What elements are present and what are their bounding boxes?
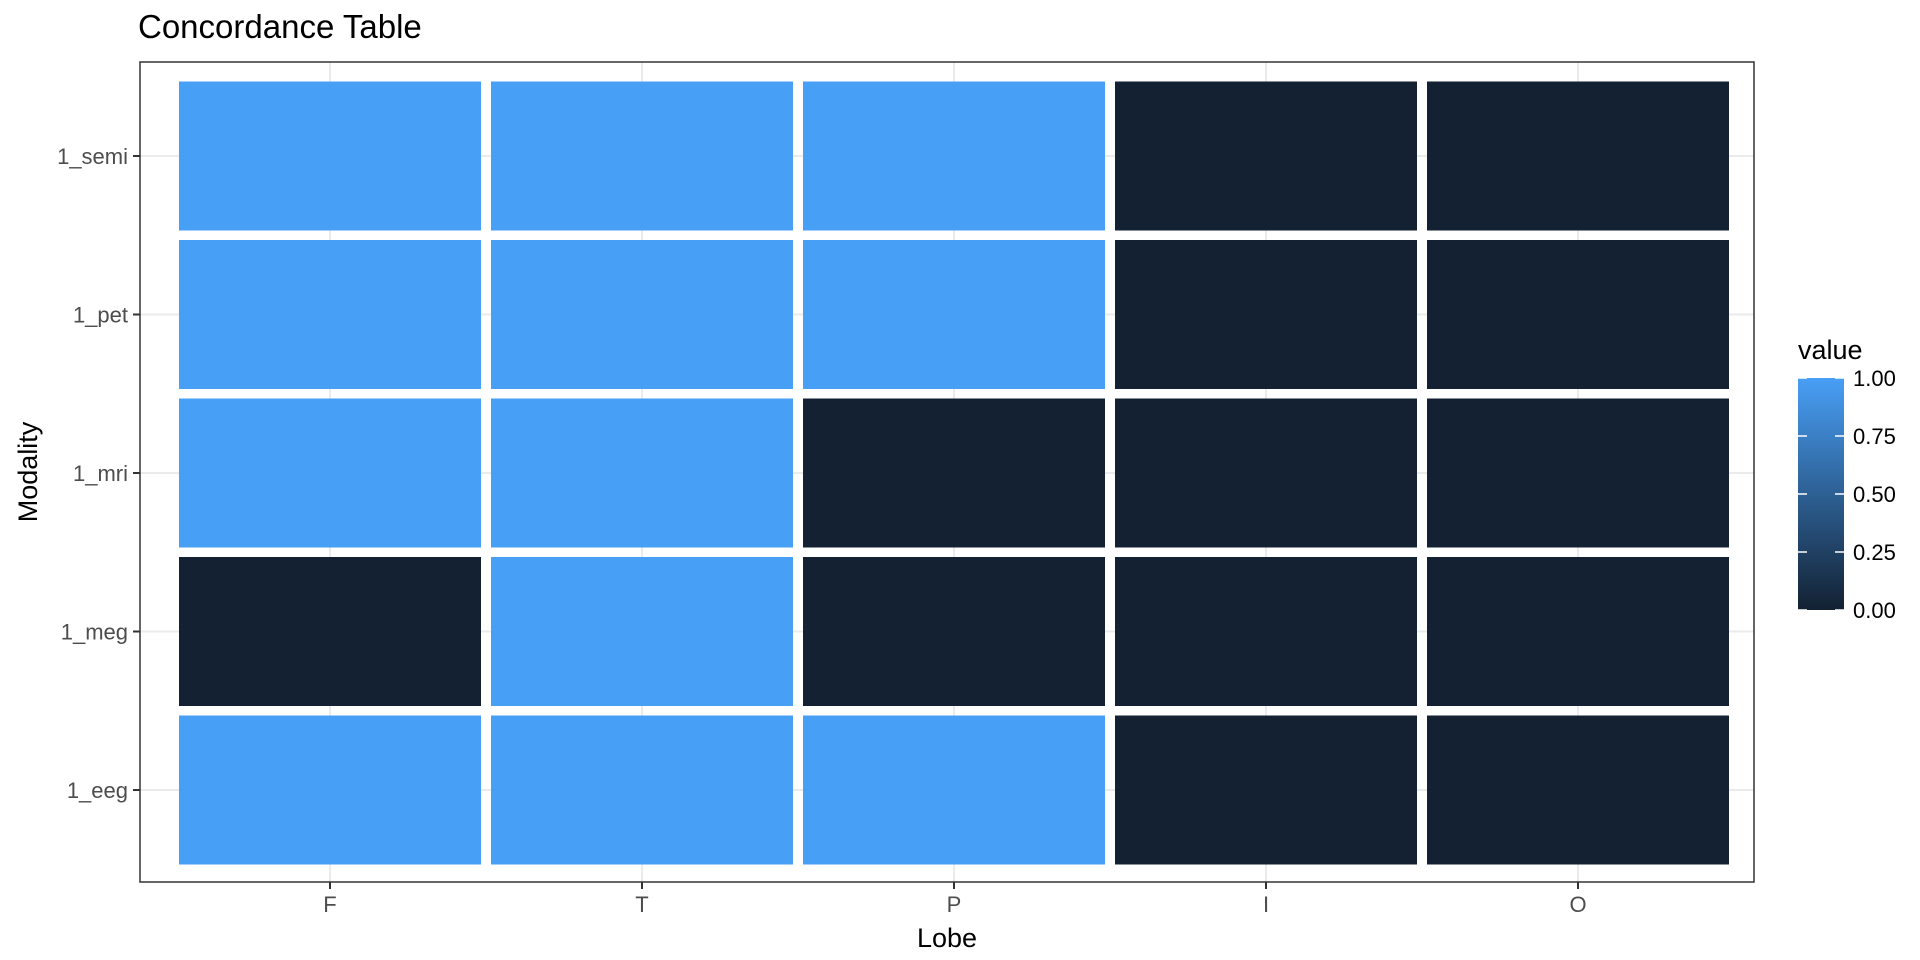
y-axis: 1_eeg 1_meg 1_mri 1_pet 1_semi xyxy=(57,144,140,803)
x-tick-label-F: F xyxy=(323,892,336,917)
tile-1_semi-F xyxy=(179,81,481,231)
tile-1_eeg-P xyxy=(803,715,1105,865)
x-tick-label-P: P xyxy=(947,892,962,917)
legend-ticks: 0.00 0.25 0.50 0.75 1.00 xyxy=(1798,366,1896,623)
tile-1_eeg-O xyxy=(1427,715,1729,865)
tile-1_pet-O xyxy=(1427,240,1729,389)
tile-1_meg-T xyxy=(491,557,793,706)
tile-1_pet-I xyxy=(1115,240,1417,389)
tile-1_eeg-T xyxy=(491,715,793,865)
y-tick-label-1_meg: 1_meg xyxy=(61,620,128,645)
y-tick-label-1_semi: 1_semi xyxy=(57,144,128,169)
tile-1_pet-T xyxy=(491,240,793,389)
tile-1_semi-O xyxy=(1427,81,1729,231)
legend-tick-label-0.00: 0.00 xyxy=(1853,598,1896,623)
x-tick-label-O: O xyxy=(1569,892,1586,917)
legend-title: value xyxy=(1798,335,1863,365)
tile-1_meg-P xyxy=(803,557,1105,706)
tile-1_eeg-I xyxy=(1115,715,1417,865)
legend-tick-label-1.00: 1.00 xyxy=(1853,366,1896,391)
y-tick-label-1_eeg: 1_eeg xyxy=(67,778,128,803)
plot-panel xyxy=(139,61,1755,883)
legend-tick-label-0.75: 0.75 xyxy=(1853,424,1896,449)
tile-1_eeg-F xyxy=(179,715,481,865)
tile-1_pet-F xyxy=(179,240,481,389)
legend-tick-label-0.25: 0.25 xyxy=(1853,540,1896,565)
y-tick-label-1_pet: 1_pet xyxy=(73,303,128,328)
heatmap-tiles xyxy=(179,81,1729,865)
x-tick-label-T: T xyxy=(635,892,648,917)
tile-1_meg-O xyxy=(1427,557,1729,706)
chart-title: Concordance Table xyxy=(138,8,422,45)
tile-1_semi-I xyxy=(1115,81,1417,231)
tile-1_mri-F xyxy=(179,398,481,548)
tile-1_semi-P xyxy=(803,81,1105,231)
tile-1_pet-P xyxy=(803,240,1105,389)
y-axis-title: Modality xyxy=(13,421,43,522)
tile-1_semi-T xyxy=(491,81,793,231)
tile-1_mri-T xyxy=(491,398,793,548)
tile-1_meg-I xyxy=(1115,557,1417,706)
y-tick-label-1_mri: 1_mri xyxy=(73,461,128,486)
tile-1_mri-P xyxy=(803,398,1105,548)
x-axis-title: Lobe xyxy=(917,923,977,953)
tile-1_mri-O xyxy=(1427,398,1729,548)
color-legend: value 0.00 0.25 0.50 0.75 1.00 xyxy=(1798,335,1896,623)
legend-tick-label-0.50: 0.50 xyxy=(1853,482,1896,507)
x-tick-label-I: I xyxy=(1263,892,1269,917)
tile-1_mri-I xyxy=(1115,398,1417,548)
tile-1_meg-F xyxy=(179,557,481,706)
